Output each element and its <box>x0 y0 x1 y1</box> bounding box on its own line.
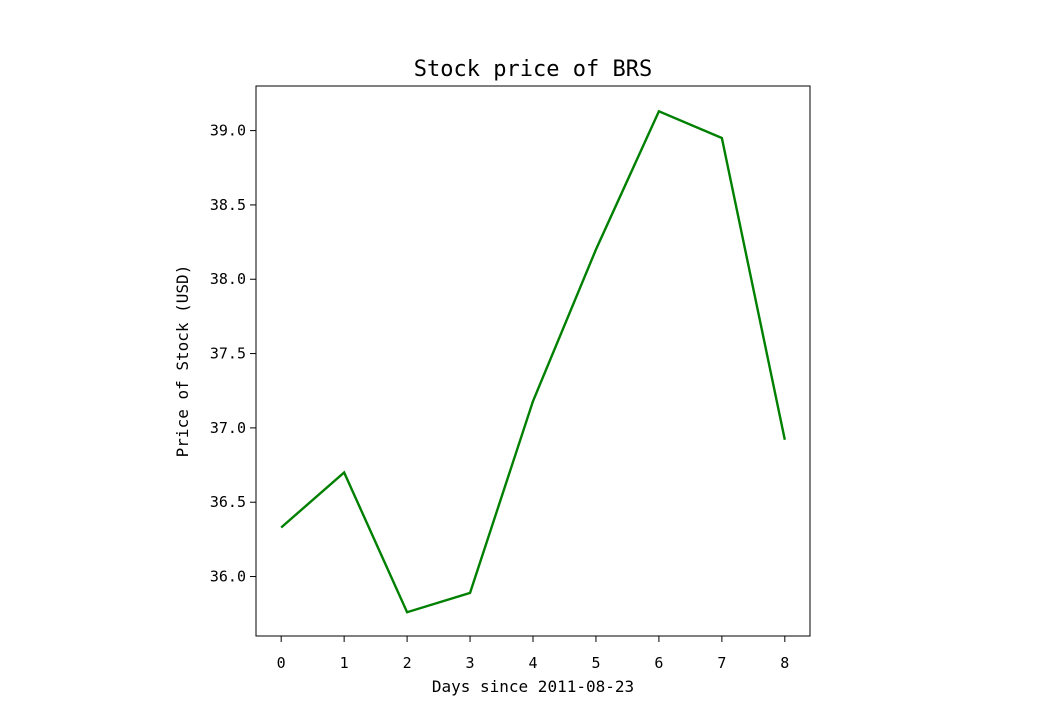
x-tick-label: 3 <box>466 654 475 672</box>
x-tick-label: 5 <box>591 654 600 672</box>
y-axis-label: Price of Stock (USD) <box>173 265 192 458</box>
y-axis: 36.0 36.5 37.0 37.5 38.0 38.5 39.0 <box>210 122 256 586</box>
chart-title: Stock price of BRS <box>414 57 652 82</box>
y-tick-label: 37.5 <box>210 345 246 363</box>
x-tick-label: 2 <box>403 654 412 672</box>
x-tick-label: 8 <box>780 654 789 672</box>
y-tick-label: 36.5 <box>210 493 246 511</box>
y-tick-label: 38.5 <box>210 196 246 214</box>
x-axis-label: Days since 2011-08-23 <box>432 677 634 696</box>
plot-area: 0 1 2 3 4 5 6 7 8 36.0 36.5 37.0 37.5 38.0 38.5 39.0 <box>210 85 811 672</box>
series-layer <box>280 109 786 614</box>
x-tick-label: 0 <box>277 654 286 672</box>
x-axis: 0 1 2 3 4 5 6 7 8 <box>277 636 789 672</box>
y-tick-label: 36.0 <box>210 568 246 586</box>
x-tick-label: 7 <box>717 654 726 672</box>
x-tick-label: 6 <box>654 654 663 672</box>
x-tick-label: 1 <box>340 654 349 672</box>
series-line <box>280 109 786 614</box>
y-tick-label: 39.0 <box>210 122 246 140</box>
y-tick-label: 38.0 <box>210 270 246 288</box>
y-tick-label: 37.0 <box>210 419 246 437</box>
x-tick-label: 4 <box>528 654 537 672</box>
